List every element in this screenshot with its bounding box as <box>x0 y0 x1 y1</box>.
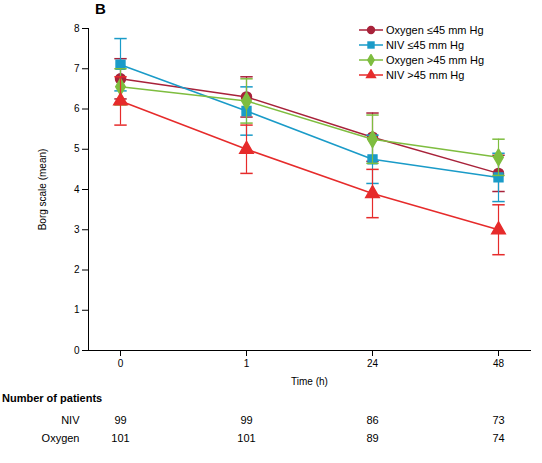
svg-text:24: 24 <box>367 358 379 369</box>
html-text:Oxygen ≤45 mm Hg: Oxygen ≤45 mm Hg <box>385 23 484 36</box>
html-text:NIV >45 mm Hg: NIV >45 mm Hg <box>385 68 465 81</box>
svg-text:101: 101 <box>237 432 255 444</box>
svg-text:101: 101 <box>111 432 129 444</box>
svg-text:1: 1 <box>74 304 80 315</box>
svg-text:2: 2 <box>74 264 80 275</box>
svg-text:Borg scale (mean): Borg scale (mean) <box>37 149 48 231</box>
svg-text:0: 0 <box>118 358 124 369</box>
svg-text:86: 86 <box>366 414 378 426</box>
svg-text:Oxygen: Oxygen <box>42 432 80 444</box>
svg-text:8: 8 <box>74 23 80 34</box>
svg-text:1: 1 <box>244 358 250 369</box>
svg-text:99: 99 <box>114 414 126 426</box>
svg-text:7: 7 <box>74 63 80 74</box>
svg-text:99: 99 <box>240 414 252 426</box>
svg-text:6: 6 <box>74 103 80 114</box>
svg-text:Time (h): Time (h) <box>291 376 328 387</box>
svg-text:4: 4 <box>74 184 80 195</box>
svg-text:74: 74 <box>492 432 504 444</box>
svg-text:48: 48 <box>493 358 505 369</box>
html-text:B: B <box>95 0 106 17</box>
svg-text:0: 0 <box>74 345 80 356</box>
svg-text:5: 5 <box>74 143 80 154</box>
html-text:Number of patients: Number of patients <box>2 392 103 404</box>
html-text:NIV ≤45 mm Hg: NIV ≤45 mm Hg <box>385 38 464 51</box>
svg-text:73: 73 <box>492 414 504 426</box>
svg-text:NIV: NIV <box>61 414 80 426</box>
svg-text:3: 3 <box>74 224 80 235</box>
svg-text:89: 89 <box>366 432 378 444</box>
html-text:Oxygen >45 mm Hg: Oxygen >45 mm Hg <box>385 53 484 66</box>
